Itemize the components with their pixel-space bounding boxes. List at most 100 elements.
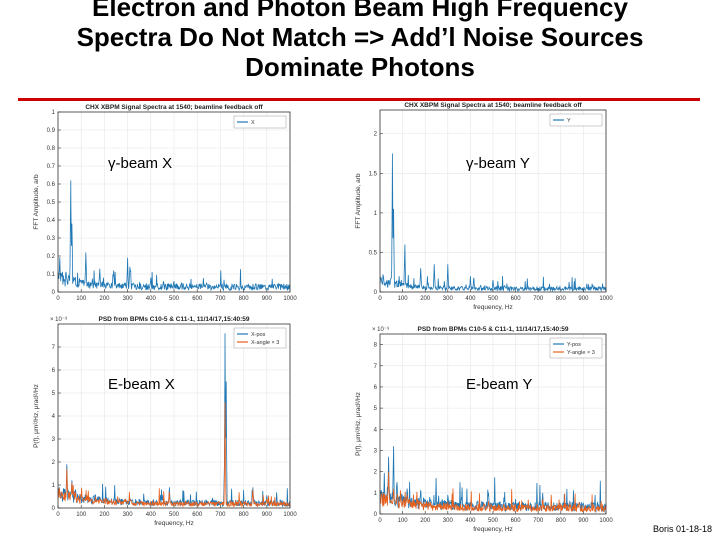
x-tick-label: 0 (56, 296, 60, 302)
slide-title-line-1: Electron and Photon Beam High Frequency (92, 0, 628, 22)
y-tick-label: 1 (52, 483, 56, 489)
chart-title: CHX XBPM Signal Spectra at 1540; beamlin… (404, 102, 582, 109)
y-tick-label: 6 (374, 385, 378, 391)
y-tick-label: 0 (52, 506, 56, 512)
y-axis-label: FFT Amplitude, arb (355, 173, 362, 229)
x-tick-label: 500 (488, 518, 499, 524)
x-tick-label: 200 (99, 296, 110, 302)
x-tick-label: 100 (398, 296, 409, 302)
x-tick-label: 200 (420, 518, 431, 524)
x-tick-label: 300 (443, 296, 454, 302)
series-line-1 (379, 471, 607, 514)
x-tick-label: 700 (533, 296, 544, 302)
axis-exponent-label: × 10⁻³ (50, 317, 67, 323)
y-tick-label: 0.7 (47, 164, 56, 170)
x-tick-label: 500 (169, 296, 180, 302)
x-tick-label: 500 (169, 512, 180, 518)
y-tick-label: 1 (374, 491, 378, 497)
x-tick-label: 800 (239, 512, 250, 518)
x-tick-label: 0 (378, 518, 382, 524)
x-tick-label: 900 (578, 296, 589, 302)
legend-label-0: Y-pos (567, 342, 581, 348)
legend-label-0: X (251, 120, 255, 126)
legend-label-0: Y (567, 118, 571, 124)
chart-gamma-y: 0 100 200 300 400 500 600 700 800 900 1000 0 0.5 1 1.5… (350, 100, 618, 311)
chart-title: PSD from BPMs C10-5 & C11-1, 11/14/17,15… (98, 316, 249, 323)
y-tick-label: 2 (374, 470, 378, 476)
chart-ebeam-x: 0 100 200 300 400 500 600 700 800 900 1000 0 1 2 3 4 5 6 7… (28, 310, 304, 530)
y-axis-label: P(f), μm²/Hz, μrad²/Hz (355, 392, 362, 456)
x-tick-label: 0 (378, 296, 382, 302)
x-tick-label: 400 (465, 518, 476, 524)
y-tick-label: 0 (374, 512, 378, 518)
x-tick-label: 1000 (599, 518, 613, 524)
y-tick-label: 1.5 (369, 171, 378, 177)
label-gamma-beam-x: γ-beam X (108, 155, 173, 172)
title-underline (18, 98, 700, 101)
y-tick-label: 4 (52, 414, 56, 420)
x-tick-label: 900 (262, 512, 273, 518)
slide-title: Electron and Photon Beam High Frequency … (0, 0, 720, 82)
x-tick-label: 100 (398, 518, 409, 524)
x-tick-label: 400 (146, 296, 157, 302)
x-tick-label: 800 (239, 296, 250, 302)
legend-box (233, 115, 287, 129)
x-tick-label: 600 (192, 296, 203, 302)
series-line-0 (379, 153, 607, 292)
x-tick-label: 700 (215, 512, 226, 518)
chart-title: CHX XBPM Signal Spectra at 1540; beamlin… (85, 104, 263, 111)
legend-label-1: X-angle × 3 (251, 340, 279, 346)
x-tick-label: 300 (123, 296, 134, 302)
chart-gamma-x: 0 100 200 300 400 500 600 700 800 900 1000 0 0.1 0.2 0… (28, 102, 304, 306)
x-tick-label: 0 (56, 512, 60, 518)
y-tick-label: 7 (374, 364, 378, 370)
x-tick-label: 400 (146, 512, 157, 518)
x-tick-label: 300 (443, 518, 454, 524)
x-axis-label: frequency, Hz (473, 526, 513, 533)
y-tick-label: 5 (374, 406, 378, 412)
y-tick-label: 0.5 (369, 250, 378, 256)
legend-box (233, 327, 287, 349)
x-tick-label: 400 (465, 296, 476, 302)
x-tick-label: 900 (262, 296, 273, 302)
x-tick-label: 700 (215, 296, 226, 302)
x-tick-label: 500 (488, 296, 499, 302)
series-line-1 (57, 402, 291, 508)
y-tick-label: 0.8 (47, 146, 56, 152)
y-tick-label: 1 (374, 211, 378, 217)
x-tick-label: 700 (533, 518, 544, 524)
x-tick-label: 300 (123, 512, 134, 518)
y-tick-label: 3 (374, 448, 378, 454)
y-tick-label: 0 (374, 290, 378, 296)
label-e-beam-y: E-beam Y (466, 376, 533, 393)
y-tick-label: 0.5 (47, 200, 56, 206)
x-tick-label: 1000 (599, 296, 613, 302)
y-axis-label: FFT Amplitude, arb (33, 174, 40, 230)
x-tick-label: 800 (556, 296, 567, 302)
x-tick-label: 800 (556, 518, 567, 524)
axis-exponent-label: × 10⁻³ (372, 327, 389, 333)
x-axis-label: frequency, Hz (154, 520, 194, 527)
y-tick-label: 2 (374, 132, 378, 138)
x-tick-label: 100 (76, 512, 87, 518)
x-tick-label: 600 (192, 512, 203, 518)
y-tick-label: 7 (52, 345, 56, 351)
y-tick-label: 8 (374, 343, 378, 349)
y-axis-label: P(f), μm²/Hz, μrad²/Hz (33, 384, 40, 448)
legend-label-0: X-pos (251, 332, 266, 338)
y-tick-label: 0.9 (47, 128, 56, 134)
footer-author-date: Boris 01-18-18 (652, 524, 712, 534)
series-line-0 (57, 180, 291, 292)
y-tick-label: 0.1 (47, 272, 56, 278)
x-tick-label: 1000 (283, 296, 297, 302)
y-tick-label: 0.3 (47, 236, 56, 242)
x-tick-label: 200 (99, 512, 110, 518)
y-tick-label: 5 (52, 391, 56, 397)
y-tick-label: 4 (374, 427, 378, 433)
label-gamma-beam-y: γ-beam Y (466, 155, 530, 172)
chart-ebeam-y: 0 100 200 300 400 500 600 700 800 900 1000 0 1 2 3 4 5 6 7… (350, 320, 618, 538)
label-e-beam-x: E-beam X (108, 376, 175, 393)
x-tick-label: 600 (511, 518, 522, 524)
x-tick-label: 200 (420, 296, 431, 302)
y-tick-label: 6 (52, 368, 56, 374)
